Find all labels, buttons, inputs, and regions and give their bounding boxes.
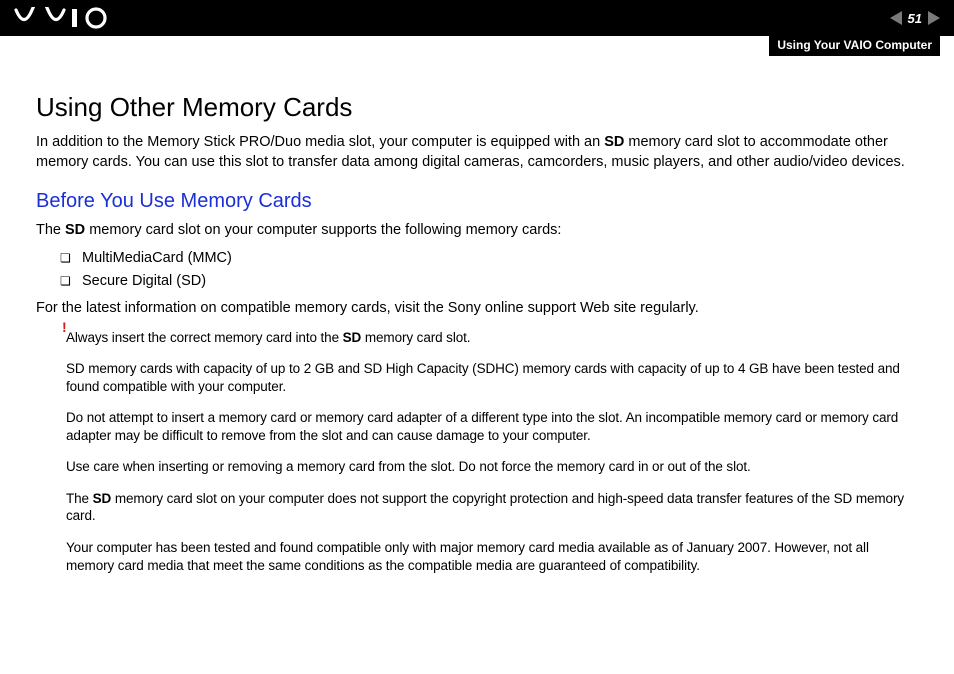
warn-text: The [66, 491, 93, 506]
intro-bold: SD [604, 134, 624, 150]
support-bold: SD [65, 222, 85, 238]
warn-bold: SD [343, 330, 362, 345]
warning-note: The SD memory card slot on your computer… [66, 490, 918, 525]
bullet-list: MultiMediaCard (MMC) Secure Digital (SD) [60, 247, 918, 293]
support-line: The SD memory card slot on your computer… [36, 221, 918, 241]
next-page-arrow-icon[interactable] [928, 11, 940, 25]
warn-text: Always insert the correct memory card in… [66, 330, 343, 345]
latest-info: For the latest information on compatible… [36, 299, 918, 319]
page-title: Using Other Memory Cards [36, 92, 918, 123]
page-nav: 51 [890, 11, 940, 26]
bullet-item: Secure Digital (SD) [60, 270, 918, 293]
section-heading: Before You Use Memory Cards [36, 190, 918, 213]
warning-note: Always insert the correct memory card in… [66, 329, 918, 347]
support-post: memory card slot on your computer suppor… [85, 222, 561, 238]
page-content: Using Other Memory Cards In addition to … [0, 36, 954, 608]
vaio-logo [14, 7, 124, 29]
warn-text-post: memory card slot. [361, 330, 470, 345]
intro-text: In addition to the Memory Stick PRO/Duo … [36, 134, 604, 150]
warning-icon: ! [62, 319, 67, 335]
warning-block: ! Always insert the correct memory card … [66, 329, 918, 574]
intro-paragraph: In addition to the Memory Stick PRO/Duo … [36, 133, 918, 172]
prev-page-arrow-icon[interactable] [890, 11, 902, 25]
breadcrumb: Using Your VAIO Computer [769, 36, 940, 56]
page-number: 51 [908, 11, 922, 26]
warning-note: Do not attempt to insert a memory card o… [66, 409, 918, 444]
warn-bold: SD [93, 491, 112, 506]
warning-note: Your computer has been tested and found … [66, 539, 918, 574]
bullet-item: MultiMediaCard (MMC) [60, 247, 918, 270]
support-pre: The [36, 222, 65, 238]
header-bar: 51 [0, 0, 954, 36]
warn-text-post: memory card slot on your computer does n… [66, 491, 904, 524]
warning-note: SD memory cards with capacity of up to 2… [66, 360, 918, 395]
warning-note: Use care when inserting or removing a me… [66, 458, 918, 476]
